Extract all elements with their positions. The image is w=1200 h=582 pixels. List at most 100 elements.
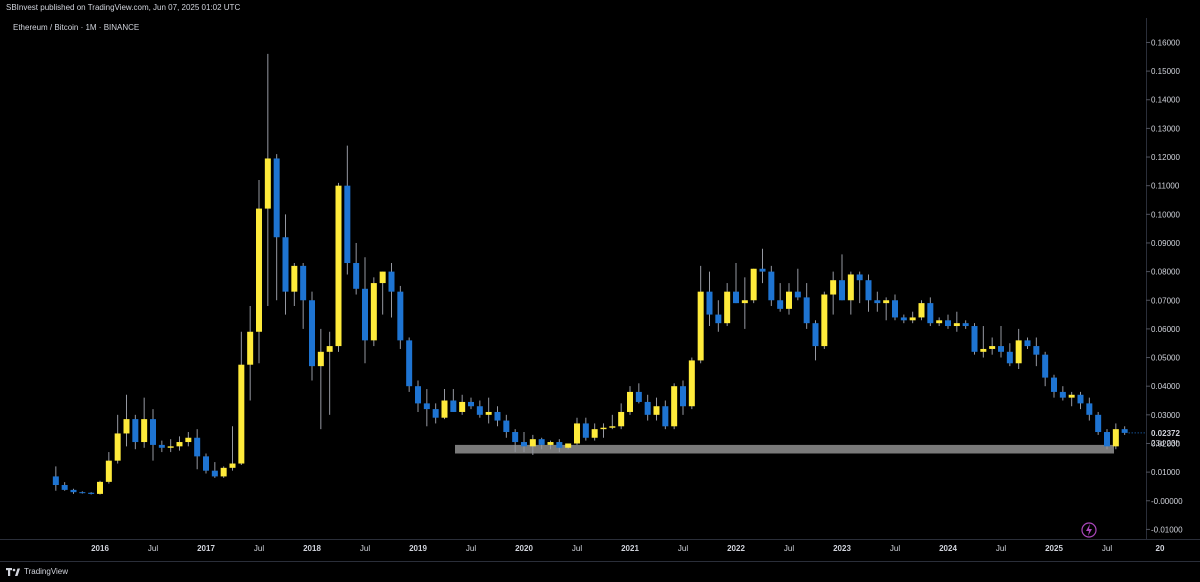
candle-body <box>1112 429 1119 447</box>
candle-body <box>618 411 625 427</box>
candle-body <box>582 423 589 438</box>
candle-body <box>97 481 103 494</box>
candle-body <box>653 406 660 415</box>
y-tick-label: 0.04000 <box>1151 382 1180 391</box>
candle-body <box>494 411 501 421</box>
candle-body <box>759 268 766 272</box>
candle-body <box>900 317 907 321</box>
candle-body <box>317 351 324 367</box>
candle-body <box>706 291 713 315</box>
x-tick-label: 20 <box>1156 544 1165 553</box>
candle-body <box>574 423 580 444</box>
x-tick-label: 2016 <box>91 544 109 553</box>
lightning-bolt-icon <box>1086 524 1092 536</box>
candle-body <box>353 263 360 289</box>
candle-body <box>945 320 951 327</box>
candle-body <box>812 323 819 347</box>
x-tick-label: Jul <box>254 544 264 553</box>
candle-body <box>529 439 536 447</box>
y-tick-label: 0.03000 <box>1151 411 1180 420</box>
candle-body <box>229 463 236 468</box>
x-tick-label: Jul <box>784 544 794 553</box>
candle-body <box>688 360 695 407</box>
candle-body <box>971 326 978 352</box>
countdown-label: 23d 23h <box>1151 439 1180 448</box>
candle-body <box>450 400 457 412</box>
candle-body <box>600 427 607 430</box>
candle-body <box>132 419 139 443</box>
candle-body <box>512 432 519 443</box>
candle-body <box>141 419 148 443</box>
candle-body <box>256 208 262 332</box>
candle-body <box>865 280 872 301</box>
candle-body <box>362 288 368 341</box>
candle-body <box>697 291 704 361</box>
candle-body <box>203 456 209 471</box>
candle-body <box>768 271 775 301</box>
candle-body <box>459 401 466 412</box>
candle-body <box>476 406 483 415</box>
candle-body <box>953 323 960 327</box>
candle-body <box>123 419 130 434</box>
candle-body <box>680 386 686 407</box>
tradingview-brand[interactable]: TradingView <box>24 567 69 576</box>
candle-body <box>220 467 227 477</box>
candle-body <box>150 419 156 445</box>
candle-body <box>874 300 881 304</box>
candle-body <box>1042 354 1049 378</box>
candle-body <box>883 300 890 304</box>
candle-body <box>662 406 669 427</box>
y-tick-label: 0.16000 <box>1151 38 1180 47</box>
candle-body <box>468 401 474 407</box>
candle-body <box>300 265 307 301</box>
candle-body <box>503 420 510 433</box>
last-price-label: 0.02372 <box>1151 429 1180 438</box>
candle-body <box>326 346 333 352</box>
candlestick-chart[interactable]: 0.16000 0.15000 0.14000 0.13000 0.12000 0.110… <box>0 18 1200 561</box>
candle-body <box>715 314 722 324</box>
top-bar: SBInvest published on TradingView.com, J… <box>0 0 1200 19</box>
candle-body <box>423 403 430 410</box>
candle-body <box>379 271 386 284</box>
y-tick-label: 0.07000 <box>1151 296 1180 305</box>
candle-body <box>538 439 545 445</box>
y-tick-label: 0.01000 <box>1151 468 1180 477</box>
x-tick-label: 2024 <box>939 544 957 553</box>
y-tick-label: 0.05000 <box>1151 354 1180 363</box>
candle-body <box>847 274 854 301</box>
y-tick-label: 0.08000 <box>1151 268 1180 277</box>
candle-body <box>927 303 934 324</box>
candle-body <box>627 391 633 412</box>
candle-body <box>176 442 183 447</box>
x-tick-label: Jul <box>890 544 900 553</box>
candle-body <box>644 401 651 415</box>
candle-body <box>441 400 448 418</box>
candle-body <box>1104 432 1110 447</box>
candle-body <box>1121 429 1128 433</box>
candle-body <box>830 280 837 295</box>
tradingview-logo-icon[interactable] <box>6 568 20 577</box>
candle-body <box>264 158 271 209</box>
candle-body <box>114 433 121 461</box>
candle-body <box>998 346 1004 352</box>
candle-body <box>397 291 404 341</box>
candle-body <box>415 386 421 404</box>
footer-bar: TradingView <box>0 561 1200 582</box>
candle-body <box>724 291 731 324</box>
candle-body <box>309 300 315 367</box>
publisher-line: SBInvest published on TradingView.com, J… <box>6 3 241 12</box>
candle-body <box>918 303 925 318</box>
candle-body <box>211 470 218 477</box>
candle-body <box>1024 340 1031 347</box>
y-tick-label: 0.09000 <box>1151 239 1180 248</box>
y-tick-label: 0.06000 <box>1151 325 1180 334</box>
x-tick-label: Jul <box>466 544 476 553</box>
candle-body <box>1095 414 1102 433</box>
candle-body <box>962 323 969 327</box>
x-tick-label: 2018 <box>303 544 321 553</box>
y-tick-label: 0.15000 <box>1151 67 1180 76</box>
lightning-icon[interactable] <box>1081 522 1097 538</box>
y-tick-label: 0.12000 <box>1151 153 1180 162</box>
candle-body <box>521 442 527 447</box>
x-tick-label: Jul <box>678 544 688 553</box>
